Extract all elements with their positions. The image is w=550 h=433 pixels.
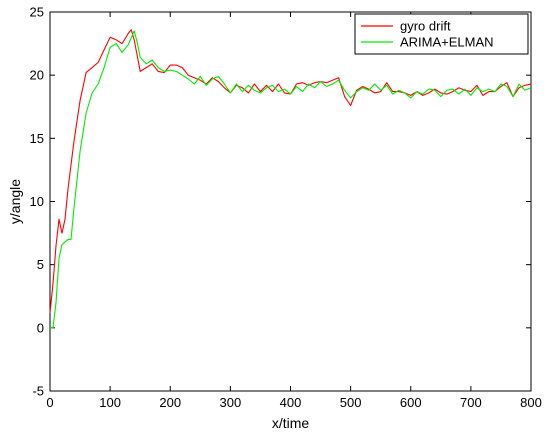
y-tick-label: 25 bbox=[30, 5, 44, 20]
x-tick-label: 400 bbox=[280, 395, 302, 410]
series-line-gyro-drift bbox=[49, 29, 532, 313]
y-axis-label: y/angle bbox=[7, 179, 23, 224]
x-tick-label: 500 bbox=[340, 395, 362, 410]
legend-box bbox=[354, 13, 529, 55]
plot-area-box bbox=[49, 11, 532, 392]
y-tick-label: 20 bbox=[30, 68, 44, 83]
x-axis-label: x/time bbox=[272, 415, 310, 431]
y-tick-label: 15 bbox=[30, 131, 44, 146]
x-tick-label: 600 bbox=[400, 395, 422, 410]
y-tick-label: 10 bbox=[30, 194, 44, 209]
y-tick-label: 0 bbox=[37, 320, 44, 335]
x-tick-label: 100 bbox=[99, 395, 121, 410]
x-tick-label: 300 bbox=[220, 395, 242, 410]
legend-label: gyro drift bbox=[400, 19, 451, 34]
series-layer bbox=[49, 29, 532, 329]
series-line-arima-elman bbox=[50, 30, 532, 329]
plot-frame bbox=[49, 11, 532, 392]
x-tick-label: 200 bbox=[159, 395, 181, 410]
x-tick-label: 700 bbox=[460, 395, 482, 410]
y-tick-label: -5 bbox=[32, 384, 44, 399]
y-tick-label: 5 bbox=[37, 257, 44, 272]
x-tick-label: 800 bbox=[520, 395, 542, 410]
x-tick-label: 0 bbox=[46, 395, 53, 410]
legend-label: ARIMA+ELMAN bbox=[400, 35, 494, 50]
